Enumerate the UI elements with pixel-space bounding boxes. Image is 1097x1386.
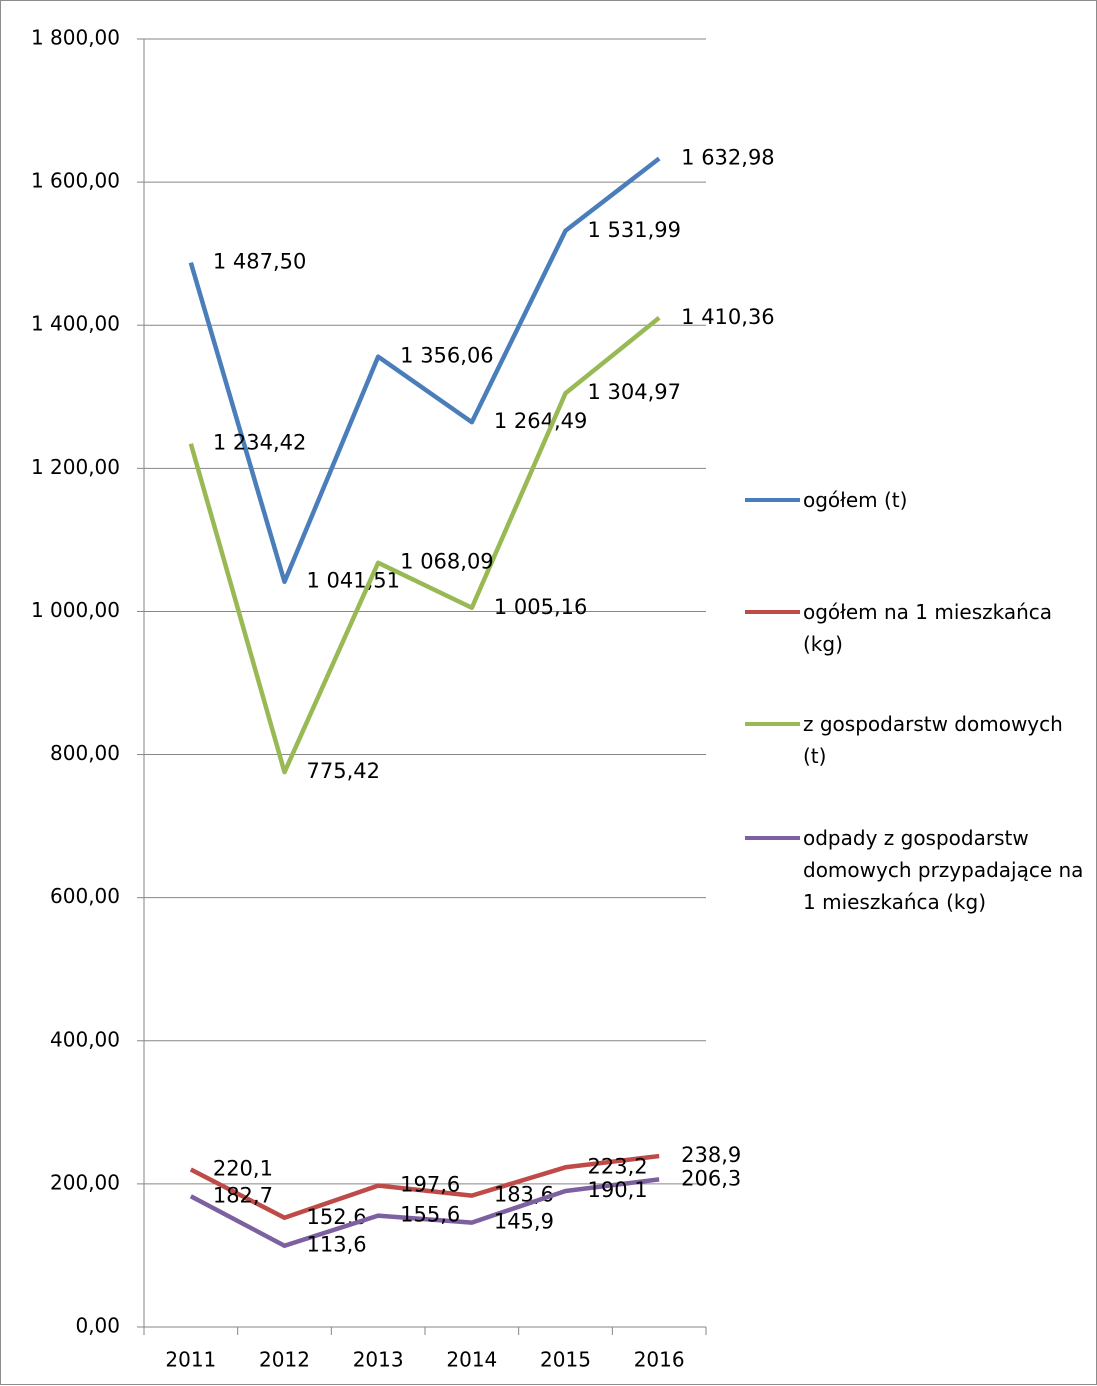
- x-tick-label: 2015: [540, 1348, 591, 1372]
- data-label: 190,1: [588, 1178, 648, 1202]
- legend-item: ogółem na 1 mieszkańca (kg): [745, 596, 1090, 660]
- data-label: 1 264,49: [494, 409, 588, 433]
- data-label: 155,6: [400, 1203, 460, 1227]
- y-tick-label: 1 200,00: [31, 455, 120, 479]
- data-label: 1 356,06: [400, 344, 494, 368]
- data-label: 152,6: [307, 1205, 367, 1229]
- y-tick-label: 1 000,00: [31, 598, 120, 622]
- legend-item: odpady z gospodarstw domowych przypadają…: [745, 822, 1090, 918]
- data-label: 1 531,99: [588, 218, 682, 242]
- series-line: [189, 1153, 660, 1221]
- data-label: 113,6: [307, 1233, 367, 1257]
- legend-label: ogółem na 1 mieszkańca (kg): [803, 600, 1053, 656]
- x-tick-label: 2011: [165, 1348, 216, 1372]
- x-tick-label: 2013: [353, 1348, 404, 1372]
- data-label: 1 632,98: [681, 146, 775, 170]
- legend-swatch: [745, 836, 800, 840]
- y-tick-label: 600,00: [50, 884, 120, 908]
- data-label: 182,7: [213, 1183, 273, 1207]
- legend-label: odpady z gospodarstw domowych przypadają…: [803, 826, 1084, 914]
- y-tick-label: 1 400,00: [31, 312, 120, 336]
- legend-item: ogółem (t): [745, 484, 1090, 516]
- data-label: 197,6: [400, 1173, 460, 1197]
- legend-swatch: [745, 498, 800, 502]
- data-label: 1 304,97: [588, 380, 682, 404]
- legend-swatch: [745, 722, 800, 726]
- data-label: 145,9: [494, 1210, 554, 1234]
- legend-label: ogółem (t): [803, 488, 908, 512]
- x-tick-label: 2012: [259, 1348, 310, 1372]
- y-tick-label: 800,00: [50, 741, 120, 765]
- data-label: 220,1: [213, 1157, 273, 1181]
- y-tick-label: 1 600,00: [31, 169, 120, 193]
- data-label: 1 410,36: [681, 305, 775, 329]
- y-tick-label: 0,00: [75, 1314, 120, 1338]
- y-tick-label: 1 800,00: [31, 26, 120, 50]
- x-tick-label: 2016: [634, 1348, 685, 1372]
- data-label: 1 041,51: [307, 569, 401, 593]
- data-label: 1 487,50: [213, 250, 307, 274]
- y-tick-label: 200,00: [50, 1170, 120, 1194]
- series-line: [189, 1177, 660, 1248]
- data-label: 183,6: [494, 1183, 554, 1207]
- data-label: 1 005,16: [494, 595, 588, 619]
- data-label: 238,9: [681, 1143, 741, 1167]
- legend-swatch: [745, 610, 800, 614]
- data-label: 1 068,09: [400, 550, 494, 574]
- y-tick-label: 400,00: [50, 1027, 120, 1051]
- series-line: [188, 156, 661, 584]
- data-label: 1 234,42: [213, 431, 307, 455]
- data-label: 206,3: [681, 1166, 741, 1190]
- series-line: [188, 316, 661, 775]
- data-label: 223,2: [588, 1154, 648, 1178]
- data-label: 775,42: [307, 759, 380, 783]
- legend-label: z gospodarstw domowych (t): [803, 712, 1063, 768]
- x-tick-label: 2014: [446, 1348, 497, 1372]
- legend-item: z gospodarstw domowych (t): [745, 708, 1090, 772]
